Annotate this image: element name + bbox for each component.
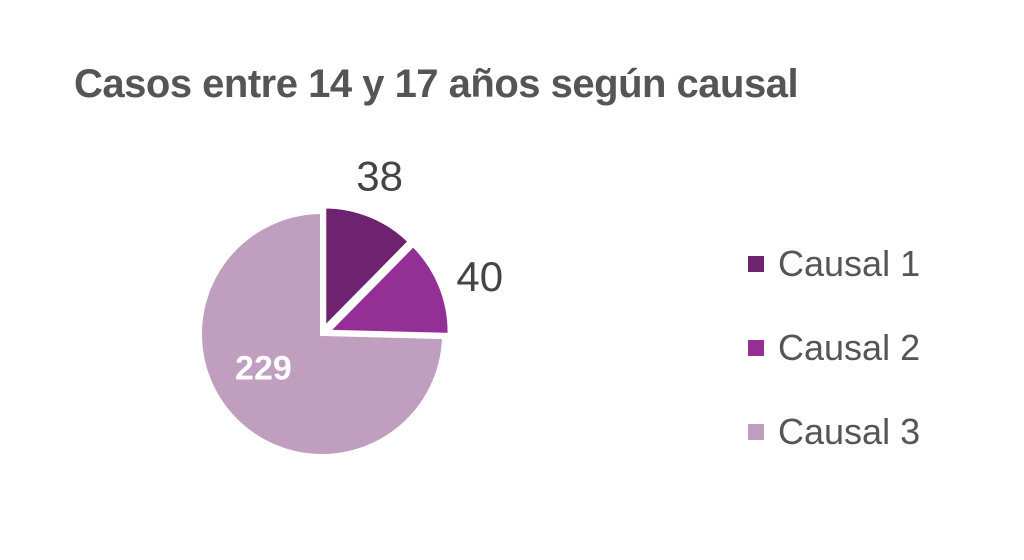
legend-label-2: Causal 2 (778, 327, 921, 368)
legend: Causal 1 Causal 2 Causal 3 (748, 222, 920, 474)
legend-swatch-3 (748, 424, 764, 440)
legend-swatch-2 (748, 340, 764, 356)
legend-item-2: Causal 2 (748, 306, 920, 390)
legend-label-3: Causal 3 (778, 411, 921, 452)
data-label-2: 40 (456, 253, 503, 300)
pie-slice-3 (198, 209, 447, 458)
legend-swatch-1 (748, 256, 764, 272)
pie-slice-2 (322, 241, 452, 337)
legend-item-3: Causal 3 (748, 390, 920, 474)
chart-title: Casos entre 14 y 17 años según causal (74, 62, 799, 106)
data-label-1: 38 (356, 153, 403, 200)
legend-label-1: Causal 1 (778, 243, 921, 284)
data-label-3: 229 (235, 350, 292, 388)
pie-slice-1 (322, 204, 413, 334)
legend-item-1: Causal 1 (748, 222, 920, 306)
